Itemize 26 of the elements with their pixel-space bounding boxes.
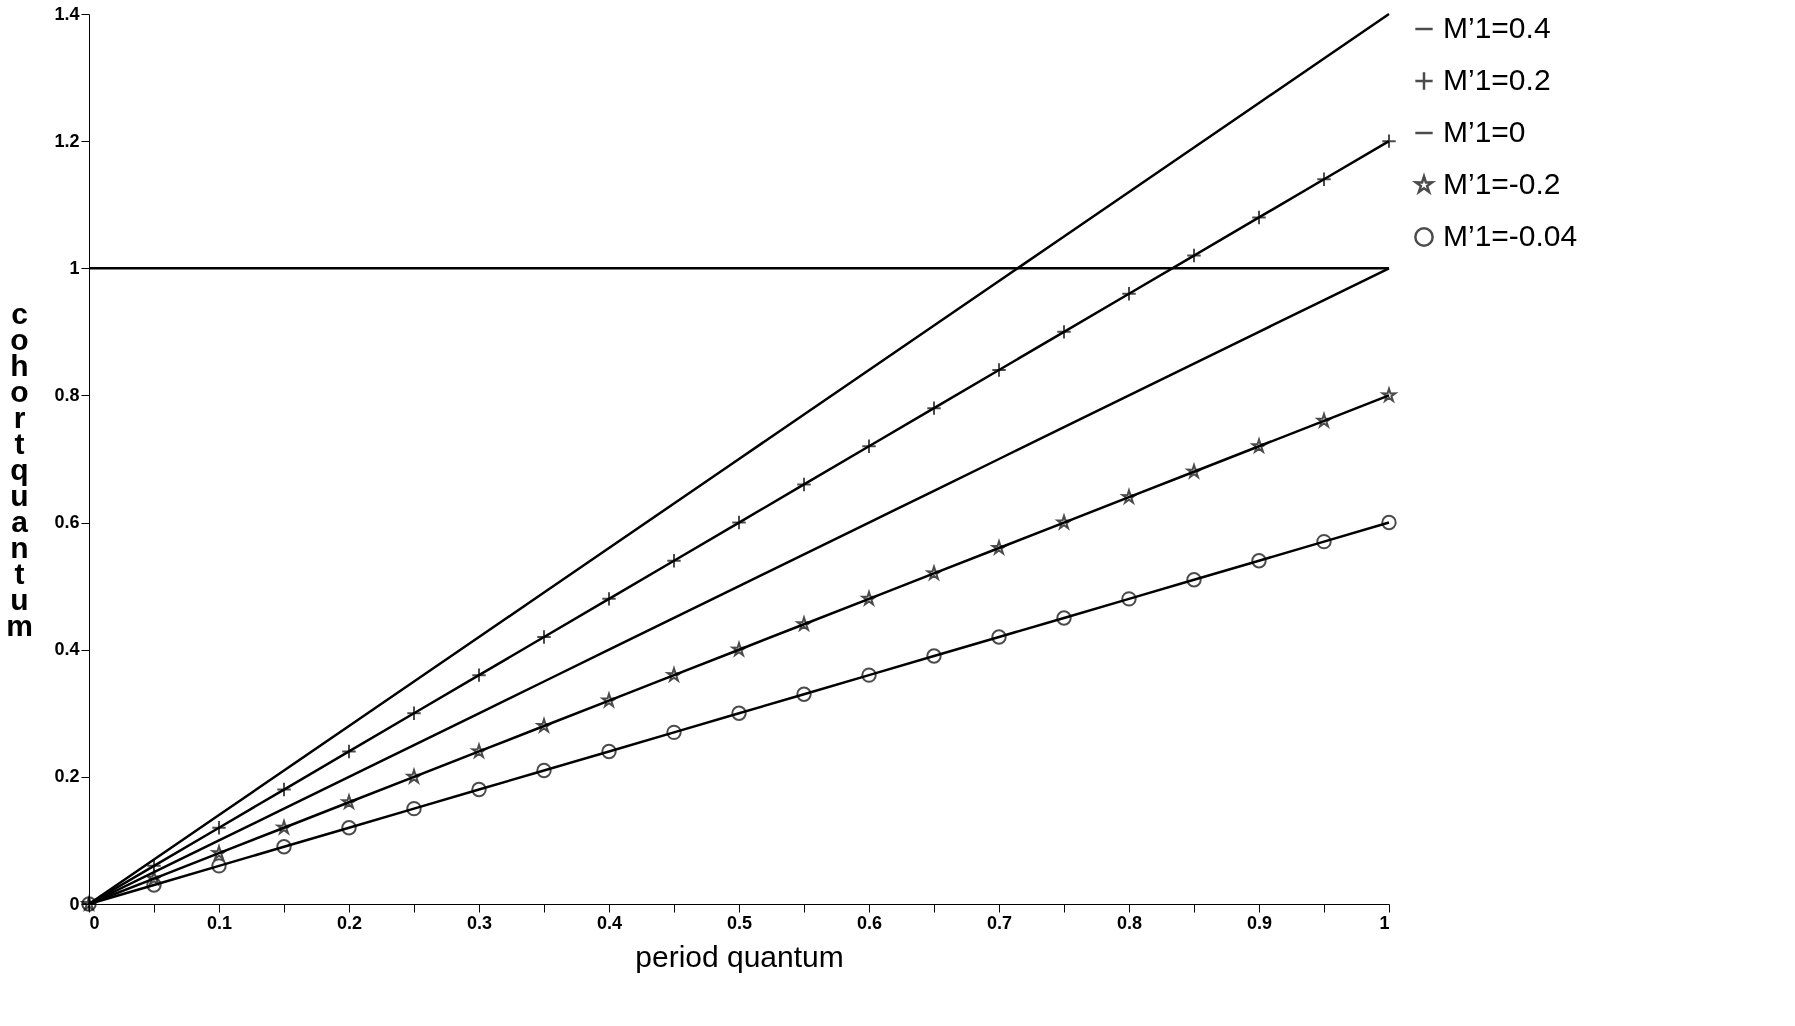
x-tick-label: 0.7 [986, 912, 1013, 933]
legend-label: M’1=0.4 [1443, 11, 1551, 44]
legend-label: M’1=0 [1443, 115, 1526, 148]
x-tick-label: 0.9 [1246, 912, 1273, 933]
y-tick-label: 0 [69, 893, 80, 914]
y-tick-label: 1 [69, 257, 80, 278]
y-tick-label: 0.4 [54, 639, 80, 660]
x-tick-label: 1 [1379, 912, 1390, 933]
y-tick-label: 0.2 [54, 766, 80, 787]
x-tick-label: 0.8 [1116, 912, 1143, 933]
x-axis-title: period quantum [635, 939, 844, 973]
y-tick-label: 1.4 [54, 3, 80, 24]
x-tick-label: 0.6 [856, 912, 883, 933]
y-tick-label: 1.2 [54, 130, 80, 151]
x-tick-label: 0.4 [596, 912, 623, 933]
legend-label: M’1=-0.2 [1443, 167, 1561, 200]
x-tick-label: 0 [89, 912, 100, 933]
x-tick-label: 0.3 [466, 912, 493, 933]
x-tick-label: 0.2 [336, 912, 363, 933]
text: cohort quantum [6, 296, 33, 642]
x-tick-label: 0.5 [726, 912, 753, 933]
y-tick-label: 0.8 [54, 384, 80, 405]
legend-label: M’1=-0.04 [1443, 219, 1578, 252]
x-tick-label: 0.1 [206, 912, 233, 933]
legend-label: M’1=0.2 [1443, 63, 1551, 96]
y-tick-label: 0.6 [54, 512, 80, 533]
